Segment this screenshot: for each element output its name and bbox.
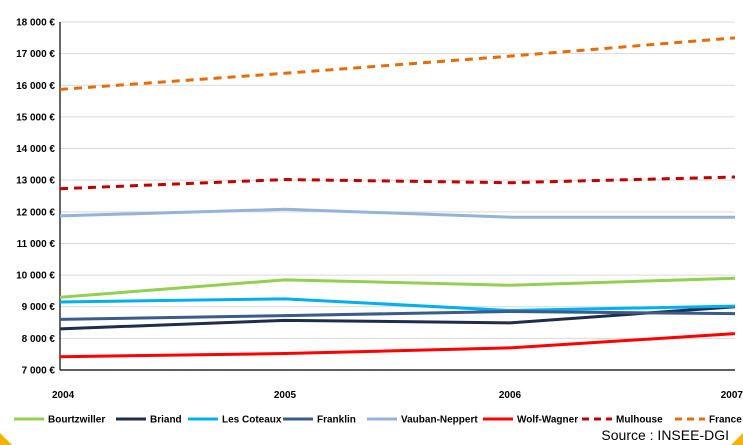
y-axis-ticks: 7 000 € 8 000 € 9 000 € 10 000 € 11 000 € 12 … — [16, 18, 55, 377]
x-tick-label: 2006 — [499, 390, 522, 401]
y-tick-label: 9 000 € — [22, 302, 56, 313]
series-line — [59, 309, 736, 321]
legend-label: Les Coteaux — [222, 415, 282, 426]
y-tick-label: 18 000 € — [16, 18, 55, 29]
y-tick-label: 12 000 € — [16, 207, 55, 218]
x-axis-ticks: 2004 2005 2006 2007 — [52, 390, 743, 401]
legend-label: Franklin — [317, 415, 356, 426]
y-tick-label: 10 000 € — [16, 271, 55, 282]
y-tick-label: 11 000 € — [17, 239, 56, 250]
y-tick-label: 17 000 € — [16, 49, 55, 60]
x-tick-label: 2005 — [274, 390, 297, 401]
y-tick-label: 8 000 € — [22, 334, 56, 345]
series-lines — [59, 36, 736, 359]
legend-label: Wolf-Wagner — [517, 415, 578, 426]
legend-label: Vauban-Neppert — [401, 415, 478, 426]
series-line — [59, 36, 736, 91]
y-tick-label: 15 000 € — [16, 112, 55, 123]
legend-label: Mulhouse — [616, 415, 663, 426]
legend: Bourtzwiller Briand Les Coteaux Franklin Vau… — [14, 415, 742, 426]
legend-label: France — [709, 415, 742, 426]
x-tick-label: 2007 — [721, 390, 743, 401]
series-line — [59, 207, 735, 219]
corner-accent-right — [731, 433, 743, 445]
axes — [59, 22, 735, 371]
y-tick-label: 7 000 € — [22, 366, 56, 377]
y-tick-label: 13 000 € — [16, 176, 55, 187]
source-note: Source : INSEE-DGI — [601, 427, 729, 443]
legend-label: Briand — [150, 415, 182, 426]
series-line — [59, 332, 736, 359]
x-tick-label: 2004 — [52, 390, 75, 401]
y-tick-label: 16 000 € — [16, 81, 55, 92]
legend-label: Bourtzwiller — [48, 415, 105, 426]
series-line — [59, 175, 736, 191]
series-line — [59, 297, 736, 313]
y-tick-label: 14 000 € — [16, 144, 55, 155]
series-line — [59, 305, 736, 331]
corner-accent-left — [0, 433, 12, 445]
series-line — [59, 276, 736, 299]
